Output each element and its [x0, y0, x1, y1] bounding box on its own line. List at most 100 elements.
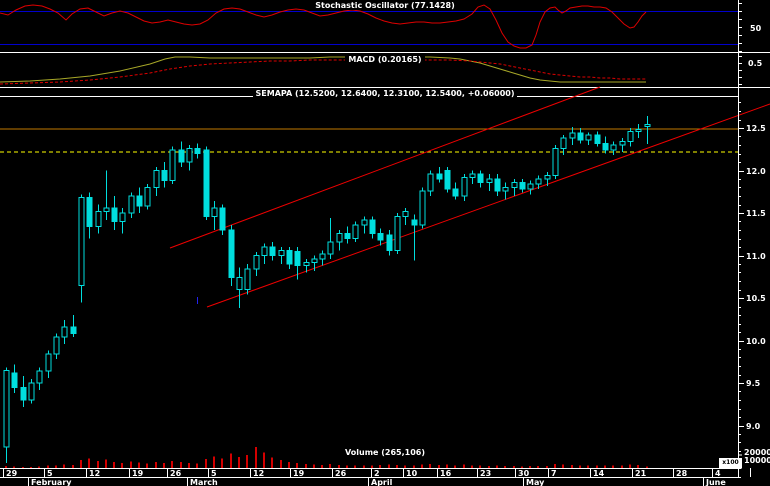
candle: [103, 207, 110, 212]
macd-title: MACD (0.20165): [0, 55, 770, 64]
volume-bar: [379, 464, 381, 468]
volume-bar: [121, 462, 123, 468]
candle: [519, 181, 526, 190]
price-axis-label: 9.5: [746, 379, 761, 388]
week-label: 14: [593, 469, 605, 478]
volume-bar: [280, 460, 282, 468]
week-label: 19: [132, 469, 144, 478]
volume-bar: [296, 462, 298, 468]
volume-bar: [105, 459, 107, 468]
volume-bar: [637, 465, 639, 468]
month-label: June: [706, 478, 726, 486]
volume-bar: [646, 466, 648, 468]
candle: [261, 246, 268, 256]
week-label: 7: [551, 469, 557, 478]
candle: [327, 241, 334, 255]
candle: [269, 246, 276, 256]
volume-bar: [388, 464, 390, 468]
candle: [619, 141, 626, 146]
volume-bar: [496, 465, 498, 468]
week-label: 4: [715, 469, 721, 478]
candle: [461, 176, 468, 197]
volume-bar: [596, 465, 598, 468]
volume-bar: [429, 464, 431, 468]
volume-bar: [305, 463, 307, 468]
symbol-quote-title: SEMAPA (12.5200, 12.6400, 12.3100, 12.54…: [0, 89, 770, 98]
volume-bar: [180, 461, 182, 468]
volume-bar: [529, 466, 531, 468]
volume-bar: [47, 465, 49, 468]
volume-bar: [30, 467, 32, 468]
candle: [494, 178, 501, 192]
candle: [386, 234, 393, 251]
candle: [278, 249, 285, 256]
volume-bar: [288, 462, 290, 468]
volume-bar: [155, 462, 157, 468]
candle: [78, 197, 85, 286]
price-axis-label: 11.5: [746, 209, 766, 218]
volume-bar: [188, 462, 190, 468]
volume-bar: [579, 465, 581, 468]
candle: [569, 132, 576, 139]
candle: [3, 369, 10, 448]
candle: [369, 219, 376, 234]
volume-bar: [171, 460, 173, 468]
candle: [486, 178, 493, 183]
candle: [644, 124, 651, 127]
volume-bar: [329, 464, 331, 468]
volume-bar: [38, 466, 40, 468]
volume-bar: [205, 458, 207, 468]
candle: [427, 173, 434, 192]
stochastic-title: Stochastic Oscillator (77.1428): [0, 1, 770, 10]
candle: [411, 219, 418, 226]
date-axis: [3, 468, 751, 486]
candle: [560, 137, 567, 149]
candle: [436, 173, 443, 180]
pane-separators: [0, 52, 770, 478]
candle: [61, 326, 68, 338]
candle: [452, 188, 459, 197]
candle: [502, 187, 509, 192]
candle: [86, 197, 93, 228]
volume-bar: [504, 466, 506, 468]
price-axis-label: 10.5: [746, 294, 766, 303]
volume-bar: [562, 464, 564, 468]
candle: [419, 190, 426, 226]
volume-bar: [246, 455, 248, 468]
volume-bar: [554, 463, 556, 468]
candle: [602, 142, 609, 151]
candle: [344, 232, 351, 239]
candle: [527, 183, 534, 190]
volume-bar: [471, 465, 473, 468]
volume-bar: [612, 465, 614, 468]
candle: [402, 210, 409, 217]
candle: [286, 249, 293, 265]
candle: [444, 170, 451, 190]
volume-bar: [138, 462, 140, 468]
volume-bar: [488, 465, 490, 468]
candle: [186, 147, 193, 163]
volume-bar: [438, 465, 440, 468]
week-label: 30: [518, 469, 530, 478]
week-label: 26: [335, 469, 347, 478]
week-label: 5: [211, 469, 217, 478]
candle: [11, 372, 18, 388]
candle: [95, 210, 102, 228]
volume-bar: [213, 456, 215, 468]
candle: [45, 353, 52, 372]
candle: [236, 277, 243, 291]
volume-bar: [587, 465, 589, 468]
volume-bar: [80, 460, 82, 468]
candle: [552, 147, 559, 177]
month-label: May: [526, 478, 545, 486]
volume-bar: [13, 466, 15, 468]
candle: [119, 212, 126, 222]
volume-bar: [404, 465, 406, 468]
week-label: 10: [406, 469, 418, 478]
volume-pane: [5, 447, 648, 468]
volume-bar: [354, 465, 356, 468]
candle: [253, 255, 260, 270]
candle: [20, 386, 27, 401]
price-axis-label: 9.0: [746, 422, 761, 431]
